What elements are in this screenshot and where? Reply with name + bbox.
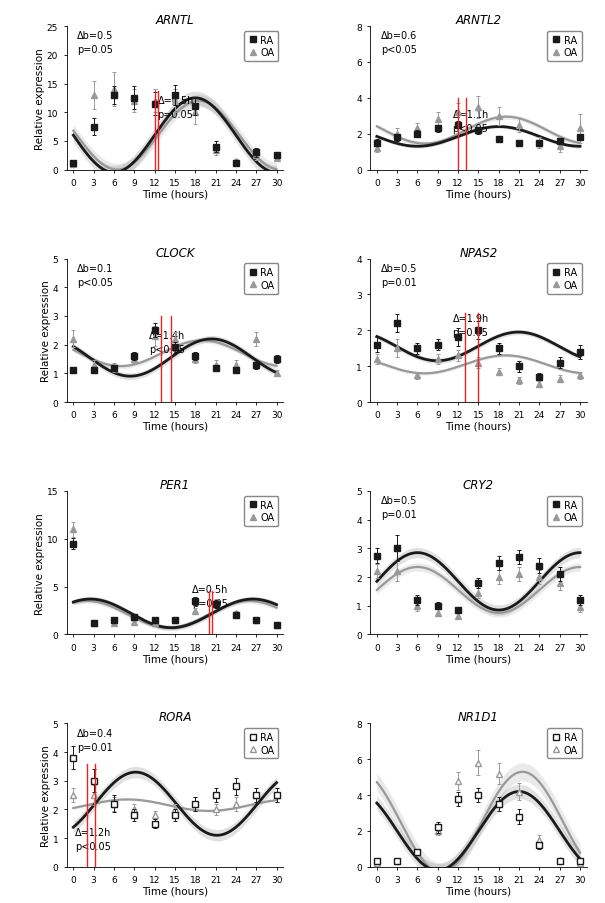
Text: Δb=0.4
p=0.01: Δb=0.4 p=0.01 bbox=[77, 728, 114, 752]
Text: Δb=0.5
p=0.05: Δb=0.5 p=0.05 bbox=[77, 32, 114, 55]
Legend: RA, OA: RA, OA bbox=[548, 32, 582, 62]
Title: NR1D1: NR1D1 bbox=[458, 711, 499, 723]
Legend: RA, OA: RA, OA bbox=[548, 497, 582, 526]
X-axis label: Time (hours): Time (hours) bbox=[142, 654, 208, 664]
Text: Δ=1.4h
p<0.05: Δ=1.4h p<0.05 bbox=[149, 330, 185, 355]
Legend: RA, OA: RA, OA bbox=[548, 264, 582, 294]
Title: NPAS2: NPAS2 bbox=[459, 247, 497, 259]
Text: Δb=0.1
p<0.05: Δb=0.1 p<0.05 bbox=[77, 264, 114, 287]
Legend: RA, OA: RA, OA bbox=[244, 32, 278, 62]
X-axis label: Time (hours): Time (hours) bbox=[142, 422, 208, 432]
Text: Δb=0.5
p=0.01: Δb=0.5 p=0.01 bbox=[381, 496, 417, 520]
Y-axis label: Relative expression: Relative expression bbox=[35, 48, 45, 150]
Title: ARNTL: ARNTL bbox=[155, 14, 194, 27]
Title: CLOCK: CLOCK bbox=[155, 247, 195, 259]
Text: Δb=0.6
p<0.05: Δb=0.6 p<0.05 bbox=[381, 32, 417, 55]
Title: RORA: RORA bbox=[158, 711, 192, 723]
Y-axis label: Relative expression: Relative expression bbox=[35, 512, 45, 614]
X-axis label: Time (hours): Time (hours) bbox=[142, 189, 208, 199]
Legend: RA, OA: RA, OA bbox=[244, 497, 278, 526]
Text: Δ=1.1h
p<0.05: Δ=1.1h p<0.05 bbox=[453, 110, 489, 135]
Text: Δ=1.9h
p=0.05: Δ=1.9h p=0.05 bbox=[453, 313, 489, 338]
Text: Δ=1.2h
p<0.05: Δ=1.2h p<0.05 bbox=[75, 827, 111, 851]
X-axis label: Time (hours): Time (hours) bbox=[445, 654, 511, 664]
Title: CRY2: CRY2 bbox=[463, 479, 494, 491]
Text: Δ=0.5h
p=0.05: Δ=0.5h p=0.05 bbox=[192, 584, 229, 609]
X-axis label: Time (hours): Time (hours) bbox=[445, 189, 511, 199]
Y-axis label: Relative expression: Relative expression bbox=[41, 744, 51, 846]
Text: Δb=0.5
p=0.01: Δb=0.5 p=0.01 bbox=[381, 264, 417, 287]
Text: Δ=0.5h
p=0.05: Δ=0.5h p=0.05 bbox=[157, 96, 194, 120]
Y-axis label: Relative expression: Relative expression bbox=[41, 280, 51, 382]
X-axis label: Time (hours): Time (hours) bbox=[445, 886, 511, 896]
Title: PER1: PER1 bbox=[160, 479, 190, 491]
Legend: RA, OA: RA, OA bbox=[548, 729, 582, 759]
Legend: RA, OA: RA, OA bbox=[244, 264, 278, 294]
X-axis label: Time (hours): Time (hours) bbox=[142, 886, 208, 896]
Title: ARNTL2: ARNTL2 bbox=[456, 14, 502, 27]
X-axis label: Time (hours): Time (hours) bbox=[445, 422, 511, 432]
Legend: RA, OA: RA, OA bbox=[244, 729, 278, 759]
